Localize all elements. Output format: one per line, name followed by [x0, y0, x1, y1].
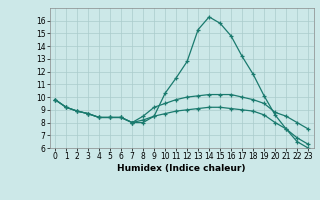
- X-axis label: Humidex (Indice chaleur): Humidex (Indice chaleur): [117, 164, 246, 173]
